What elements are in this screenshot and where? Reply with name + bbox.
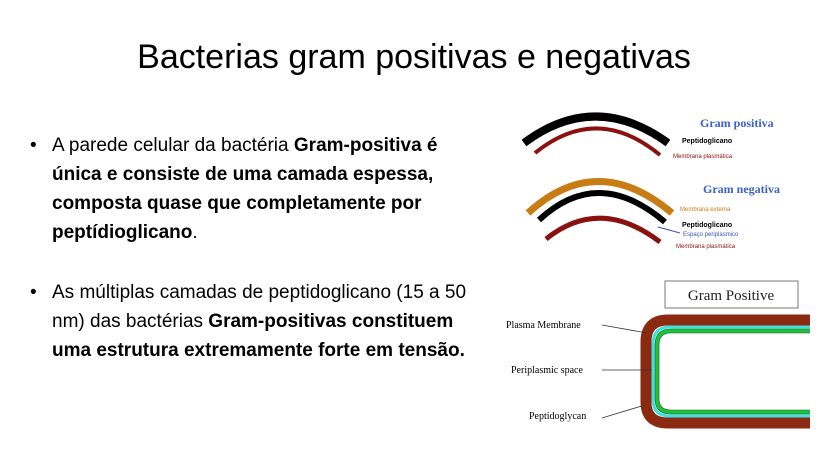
gn-label-outer: Membrana externa — [680, 207, 731, 213]
gram-positive-title: Gram positiva — [700, 116, 774, 130]
gn-label-membrane: Membrana plasmática — [676, 244, 736, 250]
label-peptidoglycan: Peptidoglycan — [529, 411, 586, 422]
bullet-text: As múltiplas camadas de peptidoglicano (… — [52, 282, 467, 332]
gram-positive-cell-diagram: Gram Positive Plasma Membrane Periplasmi… — [506, 280, 810, 429]
label-plasma-membrane: Plasma Membrane — [506, 320, 581, 331]
bullet-2: • As múltiplas camadas de peptidoglicano… — [30, 278, 480, 365]
bullet-bold-text: Gram-positivas constituem uma estrutura … — [52, 311, 465, 361]
gn-outer-arc — [525, 178, 675, 216]
gn-label-periplasm: Espaço periplasmico — [683, 232, 739, 238]
gn-label-peptidoglycan: Peptidoglicano — [682, 222, 732, 229]
bullet-marker: • — [30, 282, 37, 303]
label-periplasmic-space: Periplasmic space — [511, 365, 583, 376]
gram-arcs-diagram: Gram positiva Peptidoglicano Membrana pl… — [521, 112, 780, 250]
slide-title: Bacterias gram positivas e negativas — [137, 38, 691, 76]
gn-peptidoglycan-arc — [536, 190, 667, 225]
gram-positive-box-title: Gram Positive — [688, 288, 775, 304]
gp-peptidoglycan-arc — [521, 112, 671, 147]
gn-membrane-arc — [544, 215, 662, 244]
bullet-marker: • — [30, 135, 37, 156]
gram-positive-title-box — [664, 280, 799, 309]
bullet-bold-text: Gram-positiva é única e consiste de uma … — [52, 135, 438, 243]
bullet-text: A parede celular da bactéria — [52, 135, 294, 156]
gram-negative-title: Gram negativa — [703, 182, 780, 196]
bullet-1: • A parede celular da bactéria Gram-posi… — [30, 131, 480, 247]
periplasm-arrow — [657, 226, 681, 234]
gp-membrane-arc — [533, 126, 662, 157]
gp-label-membrane: Membrana plasmática — [673, 154, 733, 160]
bullet-text: . — [192, 222, 198, 243]
gp-label-peptidoglycan: Peptidoglicano — [682, 138, 732, 145]
